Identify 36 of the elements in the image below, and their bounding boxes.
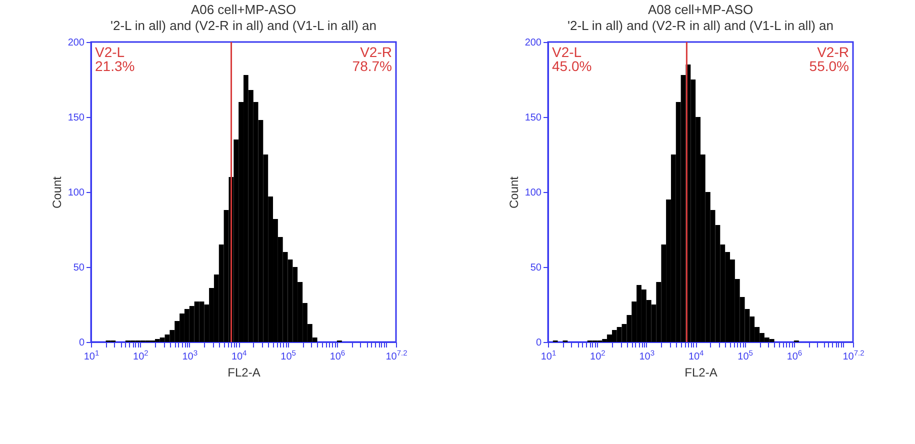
x-axis-title: FL2-A: [228, 366, 260, 380]
x-tick-label: 10$^{3}$: [639, 348, 655, 362]
y-tick-label: 150: [524, 112, 542, 124]
y-axis-title: Count: [50, 176, 64, 209]
chart-subtitle: '2-L in all) and (V2-R in all) and (V1-L in all) an: [568, 18, 834, 33]
y-tick-label: 150: [68, 112, 85, 124]
x-axis-title: FL2-A: [684, 366, 718, 380]
chart-subtitle: '2-L in all) and (V2-R in all) and (V1-L in all) an: [110, 18, 376, 33]
annotation: V2-L 21.3%: [95, 44, 135, 74]
x-tick-label: 10$^{5}$: [738, 348, 753, 362]
x-tick-label: 10$^{6}$: [330, 348, 346, 362]
x-tick-label: 10$^{4}$: [688, 348, 704, 362]
chart-title: A08 cell+MP-ASO: [648, 2, 754, 17]
x-tick-label: 10$^{2}$: [133, 348, 148, 362]
x-tick-label: 10$^{2}$: [590, 348, 606, 362]
x-tick-label: 10$^{4}$: [231, 348, 247, 362]
y-tick-label: 100: [68, 188, 85, 198]
x-tick-label: 10$^{3}$: [182, 348, 198, 362]
y-tick-label: 50: [530, 262, 542, 274]
y-tick-label: 100: [524, 188, 542, 198]
x-tick-label: 10$^{1}$: [540, 348, 556, 362]
y-tick-label: 200: [524, 38, 542, 48]
annotation: V2-L 45.0%: [552, 44, 592, 74]
annotation: V2-R 78.7%: [352, 44, 392, 74]
y-axis-title: Count: [506, 176, 521, 209]
y-tick-label: 200: [68, 38, 85, 48]
y-tick-label: 50: [73, 262, 85, 274]
x-tick-label: 10$^{7.2}$: [386, 348, 408, 362]
annotation: V2-R 55.0%: [809, 44, 849, 74]
x-tick-label: 10$^{7.2}$: [842, 348, 864, 362]
x-tick-label: 10$^{5}$: [280, 348, 296, 362]
y-tick-label: 0: [536, 338, 542, 348]
y-tick-label: 0: [78, 338, 85, 348]
chart-title: A06 cell+MP-ASO: [190, 2, 296, 17]
x-tick-label: 10$^{6}$: [786, 348, 802, 362]
x-tick-label: 10$^{1}$: [84, 348, 100, 362]
